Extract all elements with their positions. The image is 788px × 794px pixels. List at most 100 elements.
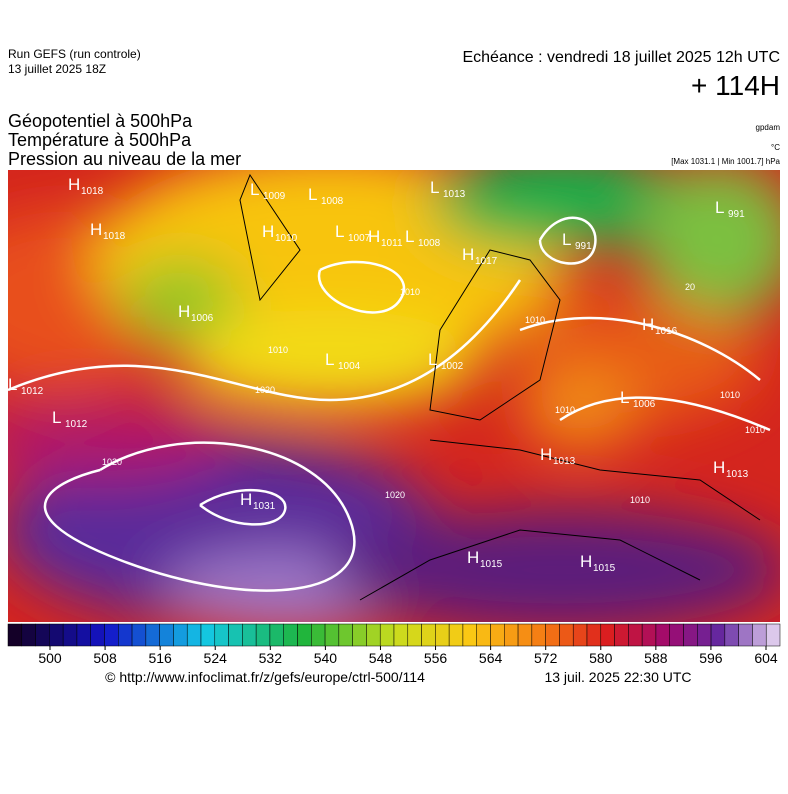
colorbar-cell: [159, 623, 174, 647]
colorbar-cell: [366, 623, 381, 647]
center-pressure: 1016: [655, 326, 678, 337]
colorbar-cell: [572, 623, 588, 647]
colorbar-cell: [352, 623, 367, 647]
center-type: H: [580, 552, 592, 571]
center-type: L: [8, 375, 17, 394]
colorbar-cell: [35, 623, 50, 647]
center-pressure: 1010: [275, 233, 298, 244]
colorbar-cell: [476, 623, 491, 647]
center-type: L: [620, 388, 629, 407]
isobar-label: 1010: [720, 390, 740, 400]
colorbar-cell: [628, 623, 643, 647]
colorbar-cell: [242, 623, 257, 647]
colorbar-cell: [738, 623, 753, 647]
colorbar-cell: [200, 623, 216, 647]
isobar-label: 1020: [102, 457, 122, 467]
center-pressure: 1011: [381, 238, 403, 249]
colorbar-cell: [462, 623, 477, 647]
colorbar-tick-label: 524: [204, 650, 228, 666]
center-type: H: [178, 302, 190, 321]
echeance: Echéance : vendredi 18 juillet 2025 12h …: [462, 49, 780, 66]
center-type: L: [405, 227, 414, 246]
colorbar-cell: [490, 623, 505, 647]
colorbar-cell: [669, 623, 684, 647]
center-pressure: 991: [575, 241, 592, 252]
colorbar-cell: [338, 623, 353, 647]
colorbar-tick-label: 604: [754, 650, 778, 666]
colorbar-cell: [448, 623, 464, 647]
center-type: L: [335, 222, 344, 241]
center-type: H: [467, 548, 479, 567]
center-pressure: 1007: [348, 233, 371, 244]
colorbar-cell: [641, 623, 657, 647]
isobar-label: 1020: [385, 490, 405, 500]
center-pressure: 1013: [726, 469, 749, 480]
title: Pression au niveau de la mer: [8, 149, 241, 169]
colorbar-cell: [683, 623, 698, 647]
run-date: 13 juillet 2025 18Z: [8, 62, 106, 76]
center-type: H: [713, 458, 725, 477]
colorbar-cell: [173, 623, 188, 647]
isobar-label: 20: [685, 282, 695, 292]
isobar-label: 1010: [525, 315, 545, 325]
colorbar-cell: [324, 623, 340, 647]
colorbar-cell: [311, 623, 326, 647]
center-type: H: [262, 222, 274, 241]
colorbar-tick-label: 508: [93, 650, 117, 666]
colorbar-cell: [697, 623, 712, 647]
colorbar-cell: [283, 623, 298, 647]
colorbar-tick-label: 516: [148, 650, 172, 666]
colorbar-tick-label: 500: [38, 650, 62, 666]
center-pressure: 1004: [338, 361, 361, 372]
center-type: L: [250, 180, 259, 199]
colorbar-cell: [724, 623, 739, 647]
colorbar: 500 508 516 524 532 540 548 556 564 572 580 588 596 6…: [7, 623, 781, 666]
colorbar-tick-label: 596: [699, 650, 723, 666]
colorbar-cell: [531, 623, 546, 647]
center-type: H: [462, 245, 474, 264]
colorbar-cell: [49, 623, 64, 647]
center-pressure: 1031: [253, 501, 276, 512]
colorbar-tick-label: 540: [314, 650, 338, 666]
center-pressure: 1008: [418, 238, 441, 249]
title: Température à 500hPa: [8, 130, 192, 150]
center-type: L: [428, 350, 437, 369]
center-pressure: 1008: [321, 196, 344, 207]
center-pressure: 1013: [443, 189, 466, 200]
issue-time: 13 juil. 2025 22:30 UTC: [544, 669, 691, 685]
colorbar-cell: [545, 623, 560, 647]
isobar-label: 1010: [268, 345, 288, 355]
colorbar-cell: [614, 623, 629, 647]
center-pressure: 1015: [593, 563, 616, 574]
colorbar-cell: [269, 623, 284, 647]
center-type: L: [308, 185, 317, 204]
colorbar-tick-label: 564: [479, 650, 503, 666]
colorbar-cell: [228, 623, 243, 647]
title: Géopotentiel à 500hPa: [8, 111, 193, 131]
center-pressure: 1015: [480, 559, 503, 570]
center-pressure: 1012: [21, 386, 44, 397]
center-type: H: [68, 175, 80, 194]
colorbar-cell: [62, 623, 78, 647]
center-type: H: [90, 220, 102, 239]
isobar-label: 1010: [400, 287, 420, 297]
colorbar-cell: [504, 623, 519, 647]
colorbar-cell: [435, 623, 450, 647]
center-pressure: 1002: [441, 361, 464, 372]
colorbar-tick-label: 572: [534, 650, 558, 666]
colorbar-cell: [379, 623, 395, 647]
colorbar-cell: [765, 623, 781, 647]
colorbar-cell: [118, 623, 133, 647]
center-pressure: 1012: [65, 419, 88, 430]
center-pressure: 1017: [475, 256, 498, 267]
source-url: © http://www.infoclimat.fr/z/gefs/europe…: [105, 669, 425, 685]
center-pressure: 1006: [633, 399, 656, 410]
unit: °C: [771, 143, 780, 152]
colorbar-cell: [7, 623, 23, 647]
colorbar-cell: [21, 623, 36, 647]
colorbar-cell: [76, 623, 91, 647]
colorbar-tick-label: 588: [644, 650, 668, 666]
colorbar-cell: [710, 623, 726, 647]
